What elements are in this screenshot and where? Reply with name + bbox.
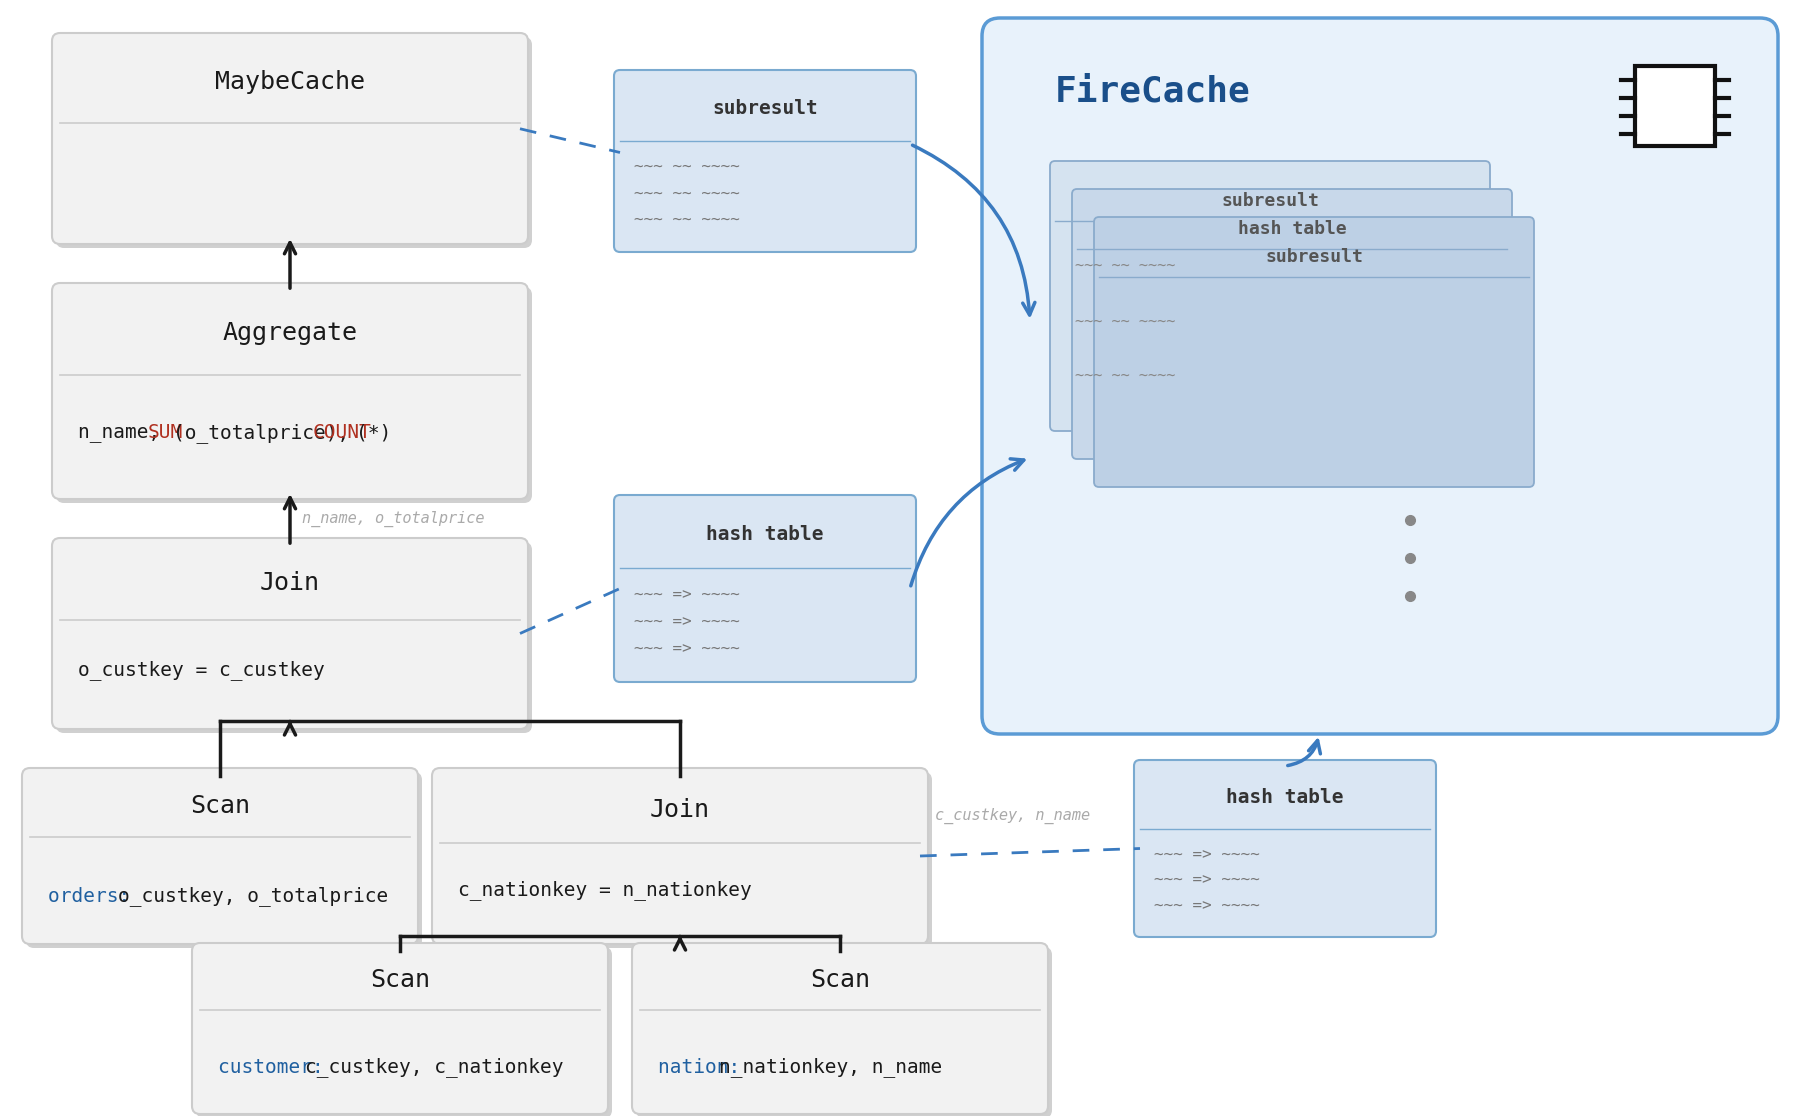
Text: customer:: customer: [218, 1058, 335, 1077]
Text: ~~~ => ~~~~: ~~~ => ~~~~ [1154, 873, 1260, 887]
Text: ~~~ ~~ ~~~~: ~~~ ~~ ~~~~ [634, 212, 740, 228]
Text: COUNT: COUNT [313, 423, 371, 443]
FancyBboxPatch shape [56, 287, 533, 503]
Text: ~~~ ~~ ~~~~: ~~~ ~~ ~~~~ [1075, 314, 1175, 328]
Text: c_custkey, c_nationkey: c_custkey, c_nationkey [304, 1057, 563, 1077]
FancyBboxPatch shape [52, 538, 527, 729]
FancyBboxPatch shape [436, 772, 932, 947]
Text: c_nationkey = n_nationkey: c_nationkey = n_nationkey [457, 879, 752, 899]
Text: n_name,: n_name, [77, 423, 173, 443]
Text: ~~~ ~~ ~~~~: ~~~ ~~ ~~~~ [1075, 368, 1175, 384]
Text: n_name, o_totalprice: n_name, o_totalprice [302, 510, 484, 527]
FancyBboxPatch shape [56, 542, 533, 733]
FancyBboxPatch shape [614, 70, 916, 252]
Text: c_custkey, n_name: c_custkey, n_name [934, 808, 1091, 824]
Text: o_custkey = c_custkey: o_custkey = c_custkey [77, 661, 324, 681]
Text: subresult: subresult [1265, 248, 1363, 266]
Text: subresult: subresult [713, 99, 817, 118]
Text: Join: Join [650, 798, 709, 821]
Text: hash table: hash table [706, 525, 824, 543]
Text: ~~~ => ~~~~: ~~~ => ~~~~ [1154, 847, 1260, 862]
Text: ~~~ ~~ ~~~~: ~~~ ~~ ~~~~ [1075, 259, 1175, 273]
Text: (*): (*) [356, 423, 391, 443]
FancyBboxPatch shape [22, 768, 418, 944]
Text: ~~~ ~~ ~~~~: ~~~ ~~ ~~~~ [634, 160, 740, 174]
Text: n_nationkey, n_name: n_nationkey, n_name [718, 1057, 941, 1077]
FancyBboxPatch shape [1094, 217, 1534, 487]
FancyBboxPatch shape [25, 772, 421, 947]
Text: (o_totalprice),: (o_totalprice), [173, 423, 362, 443]
Text: hash table: hash table [1226, 788, 1345, 807]
Text: ~~~ => ~~~~: ~~~ => ~~~~ [634, 642, 740, 656]
Text: Aggregate: Aggregate [223, 321, 358, 345]
FancyBboxPatch shape [56, 37, 533, 248]
FancyBboxPatch shape [614, 496, 916, 682]
Text: o_custkey, o_totalprice: o_custkey, o_totalprice [117, 886, 387, 906]
FancyBboxPatch shape [1073, 189, 1512, 459]
Text: ~~~ => ~~~~: ~~~ => ~~~~ [1154, 898, 1260, 913]
FancyBboxPatch shape [1134, 760, 1436, 937]
Text: ~~~ => ~~~~: ~~~ => ~~~~ [634, 614, 740, 629]
Text: SUM: SUM [148, 423, 182, 443]
Text: MaybeCache: MaybeCache [214, 70, 365, 94]
Text: FireCache: FireCache [1055, 74, 1251, 108]
Text: hash table: hash table [1238, 220, 1346, 238]
FancyBboxPatch shape [193, 943, 608, 1114]
FancyBboxPatch shape [52, 283, 527, 499]
Text: ~~~ => ~~~~: ~~~ => ~~~~ [634, 587, 740, 603]
FancyBboxPatch shape [635, 947, 1051, 1116]
FancyBboxPatch shape [196, 947, 612, 1116]
FancyBboxPatch shape [983, 18, 1778, 734]
FancyBboxPatch shape [1634, 66, 1715, 146]
Text: Scan: Scan [191, 795, 250, 818]
Text: subresult: subresult [1220, 192, 1319, 210]
Text: orders:: orders: [49, 886, 142, 905]
Text: ~~~ ~~ ~~~~: ~~~ ~~ ~~~~ [634, 185, 740, 201]
Text: Scan: Scan [810, 969, 869, 992]
FancyBboxPatch shape [432, 768, 929, 944]
Text: Scan: Scan [371, 969, 430, 992]
FancyBboxPatch shape [52, 33, 527, 244]
FancyBboxPatch shape [1049, 161, 1490, 431]
Text: nation:: nation: [659, 1058, 752, 1077]
FancyBboxPatch shape [632, 943, 1048, 1114]
Text: Join: Join [259, 570, 320, 595]
